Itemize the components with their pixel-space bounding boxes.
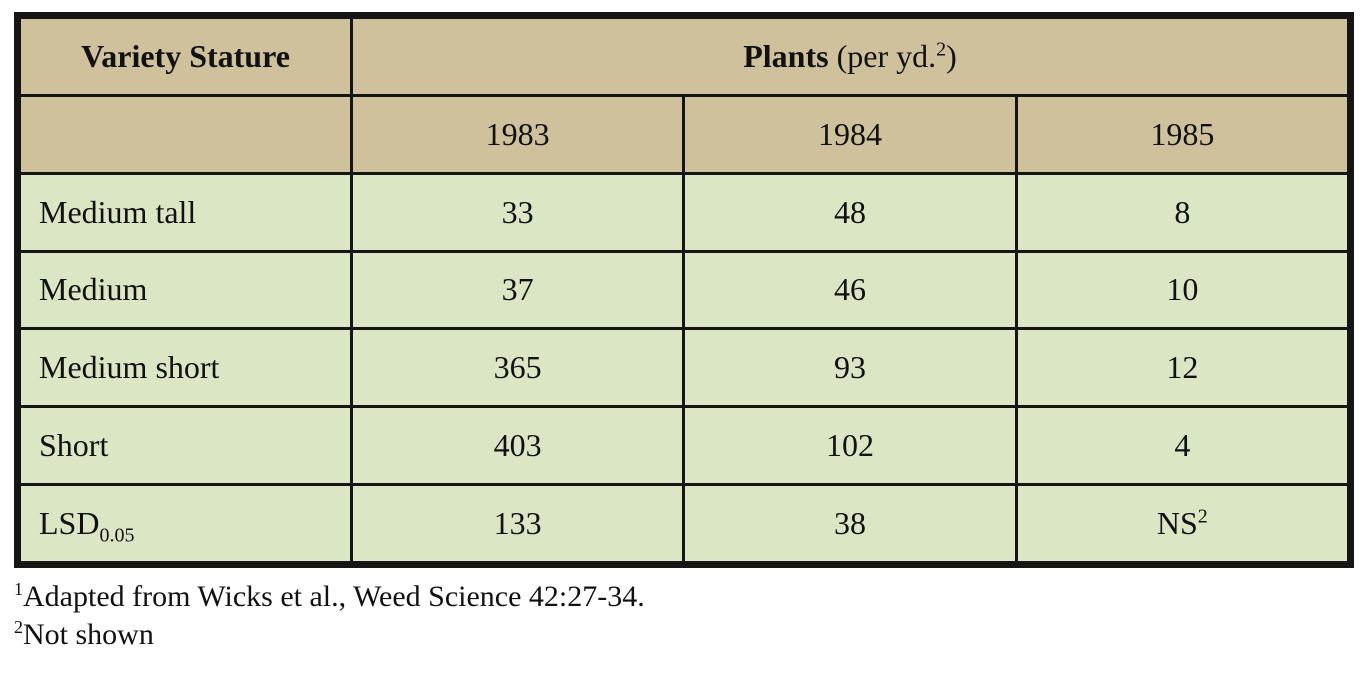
table-cell: 403 bbox=[349, 405, 686, 487]
table-cell: 102 bbox=[682, 405, 1018, 487]
table-row: Short 403 102 4 bbox=[18, 405, 1351, 487]
table-cell: 4 bbox=[1014, 405, 1351, 487]
plants-header: Plants (per yd.2) bbox=[350, 16, 1350, 97]
year-header-1985: 1985 bbox=[1014, 93, 1351, 175]
row-label: Medium short bbox=[18, 327, 353, 409]
table-cell: 38 bbox=[682, 483, 1018, 564]
table-cell: 8 bbox=[1014, 171, 1351, 253]
footnote-text: Adapted from Wicks et al., Weed Science … bbox=[23, 580, 645, 613]
table-cell: 37 bbox=[349, 249, 686, 331]
plants-unit-open: (per yd. bbox=[836, 37, 937, 74]
year-header-1983: 1983 bbox=[349, 93, 686, 175]
lsd-label-sub: 0.05 bbox=[99, 524, 135, 547]
header-row-years: 1983 1984 1985 bbox=[18, 93, 1351, 175]
ns-footnote-marker: 2 bbox=[1197, 505, 1208, 528]
row-label: Medium bbox=[18, 249, 353, 331]
lsd-row: LSD0.05 133 38 NS2 bbox=[18, 483, 1351, 564]
lsd-label: LSD0.05 bbox=[18, 483, 353, 564]
footnote-text: Not shown bbox=[23, 618, 154, 651]
table-row: Medium short 365 93 12 bbox=[18, 327, 1351, 409]
plants-table: Variety Stature Plants (per yd.2) 1983 1… bbox=[18, 16, 1351, 564]
table-cell: 48 bbox=[682, 171, 1018, 253]
plants-unit-close: ) bbox=[946, 37, 957, 74]
plants-unit-sup: 2 bbox=[936, 38, 947, 61]
data-table: Variety Stature Plants (per yd.2) 1983 1… bbox=[14, 12, 1354, 568]
footnote-marker: 1 bbox=[14, 579, 23, 599]
year-header-1984: 1984 bbox=[682, 93, 1018, 175]
footnotes: 1Adapted from Wicks et al., Weed Science… bbox=[14, 578, 645, 654]
variety-stature-header: Variety Stature bbox=[18, 16, 353, 97]
lsd-label-main: LSD bbox=[39, 505, 100, 542]
footnote-marker: 2 bbox=[14, 617, 23, 637]
table-cell: 33 bbox=[349, 171, 686, 253]
plants-header-label: Plants bbox=[743, 37, 829, 74]
table-cell: 93 bbox=[682, 327, 1018, 409]
table-cell: 10 bbox=[1014, 249, 1351, 331]
table-row: Medium 37 46 10 bbox=[18, 249, 1351, 331]
row-label: Short bbox=[18, 405, 353, 487]
ns-value: NS bbox=[1156, 505, 1198, 542]
table-cell: 12 bbox=[1014, 327, 1351, 409]
table-cell: 133 bbox=[349, 483, 686, 564]
table-cell: 46 bbox=[682, 249, 1018, 331]
row-label: Medium tall bbox=[18, 171, 353, 253]
footnote-1: 1Adapted from Wicks et al., Weed Science… bbox=[14, 578, 645, 616]
table-cell: NS2 bbox=[1014, 483, 1351, 564]
table-cell: 365 bbox=[349, 327, 686, 409]
footnote-2: 2Not shown bbox=[14, 616, 645, 654]
table-row: Medium tall 33 48 8 bbox=[18, 171, 1351, 253]
header-row-title: Variety Stature Plants (per yd.2) bbox=[18, 16, 1350, 97]
empty-header-cell bbox=[18, 93, 353, 175]
